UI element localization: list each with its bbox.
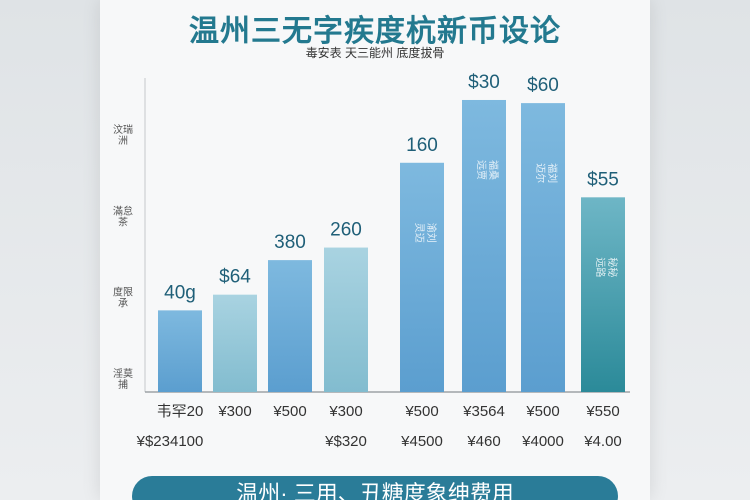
y-tick-label: 汶瑞洲 (113, 123, 133, 147)
x-tick-label: ¥500 (404, 403, 438, 420)
bar-inner-label: 迈尔 (534, 163, 547, 183)
bar-value-label: 40g (164, 282, 196, 303)
x-secondary-label: ¥4.00 (583, 433, 622, 450)
x-secondary-label: ¥460 (466, 433, 500, 450)
x-tick-label: ¥500 (272, 403, 306, 420)
background-left (0, 0, 100, 500)
background-right (650, 0, 750, 500)
bar-value-label: $60 (527, 75, 559, 96)
bar-value-label: 380 (274, 232, 306, 253)
bar (400, 162, 444, 392)
x-tick-label: ¥550 (585, 403, 619, 420)
bar (521, 103, 565, 392)
chart-subtitle: 毒安表 天三能州 底度拔骨 (305, 46, 445, 60)
bar-value-label: $30 (468, 72, 500, 93)
bar (268, 260, 312, 392)
bar-inner-label: 福桑 (487, 160, 500, 180)
bar-inner-label: 秘秘 (606, 257, 619, 277)
chart-title: 温州三无字疾度杭新币设论 (189, 15, 561, 48)
x-secondary-label: ¥4500 (400, 433, 443, 450)
bar (158, 310, 202, 392)
x-tick-label: ¥300 (217, 403, 251, 420)
y-tick-label: 度限承 (113, 286, 133, 310)
x-secondary-label: ¥$320 (324, 433, 367, 450)
bar-value-label: 160 (406, 135, 438, 156)
x-tick-label: 韦罕20 (157, 403, 204, 420)
bar-inner-label: 渝刘 (425, 223, 438, 243)
bar-value-label: 260 (330, 220, 362, 241)
bar-value-label: $64 (219, 267, 251, 288)
bar (213, 294, 257, 392)
y-tick-label: 淫莫捕 (113, 367, 133, 391)
bar-inner-label: 远贾 (475, 160, 487, 180)
bar (462, 99, 506, 393)
y-tick-label: 滿怠茶 (113, 204, 133, 228)
x-secondary-label: ¥4000 (521, 433, 564, 450)
chart-bars (158, 99, 625, 393)
x-tick-label: ¥3564 (462, 403, 505, 420)
bar-inner-label: 福刘 (546, 163, 559, 183)
bar (324, 247, 368, 392)
bar-value-label: $55 (587, 169, 619, 190)
x-tick-label: ¥300 (328, 403, 362, 420)
bar (581, 197, 625, 392)
x-secondary-label: ¥$234100 (136, 433, 204, 450)
bar-inner-label: 灵迈 (413, 223, 425, 243)
bar-inner-label: 远路 (594, 257, 607, 277)
poster-panel: 温州三无字疾度杭新币设论 毒安表 天三能州 底度拔骨 汶瑞洲滿怠茶度限承淫莫捕 4… (100, 0, 650, 500)
x-tick-label: ¥500 (525, 403, 559, 420)
footer-banner: 温州· 三用、丑糖度象绅费用 (132, 476, 618, 500)
